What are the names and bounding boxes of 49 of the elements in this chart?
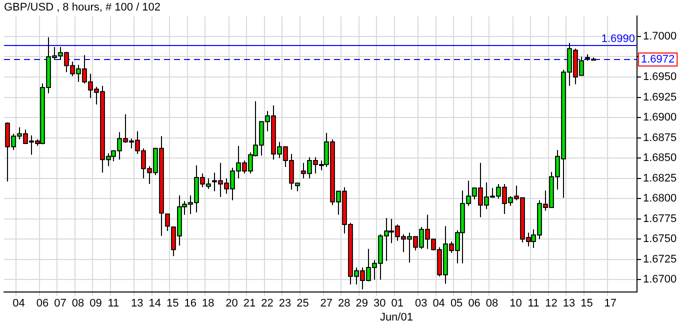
x-tick-label: 16: [184, 297, 196, 310]
text: Jun/01: [380, 312, 413, 324]
y-tick-label: 1.6950: [643, 71, 677, 84]
x-tick-label: 15: [580, 297, 593, 310]
y-tick-label: 1.6750: [643, 233, 677, 246]
x-tick-label: 08: [486, 297, 498, 310]
y-tick-label: 1.6875: [643, 132, 677, 144]
x-tick-label: 04: [432, 297, 445, 310]
y-tick-label: 1.6725: [643, 253, 677, 266]
x-tick-label: 03: [414, 297, 428, 310]
x-tick-label: 06: [468, 297, 480, 310]
x-tick-label: 07: [54, 297, 66, 310]
x-tick-label: 08: [72, 297, 84, 310]
y-tick-label: 1.7000: [643, 30, 677, 42]
ref-line-label: 1.6990: [601, 33, 635, 46]
x-tick-label: 15: [166, 297, 179, 310]
x-tick-label: 13: [562, 297, 576, 310]
ref-line-label: 1.6972: [641, 54, 675, 66]
x-tick-label: 06: [36, 297, 49, 310]
x-tick-label: 23: [278, 297, 292, 310]
x-tick-label: 18: [202, 297, 214, 310]
x-tick-label: 28: [338, 297, 350, 310]
x-tick-label: 21: [243, 297, 256, 310]
y-tick-label: 1.6925: [643, 91, 677, 104]
y-tick-label: 1.6800: [643, 192, 677, 205]
x-tick-label: 01: [391, 297, 404, 310]
y-tick-label: 1.6775: [643, 212, 677, 225]
x-tick-label: 17: [604, 297, 617, 310]
x-tick-label: 10: [510, 297, 522, 310]
x-tick-label: 14: [148, 297, 161, 310]
x-tick-label: 20: [226, 297, 238, 310]
x-tick-label: 25: [296, 297, 309, 310]
x-tick-label: 11: [528, 297, 540, 310]
y-tick-label: 1.6825: [643, 172, 677, 184]
x-tick-label: 27: [320, 297, 333, 310]
x-tick-label: 13: [130, 297, 144, 310]
y-tick-label: 1.6900: [643, 112, 677, 124]
x-tick-label: 04: [12, 297, 25, 310]
x-tick-label: 30: [374, 297, 386, 310]
x-tick-label: 12: [545, 297, 558, 310]
y-tick-label: 1.6700: [643, 274, 677, 286]
x-tick-label: 09: [90, 297, 102, 310]
candlestick: [165, 213, 170, 232]
x-tick-label: 11: [108, 297, 120, 310]
chart-title: GBP/USD , 8 hours, # 100 / 102: [4, 2, 161, 14]
y-tick-label: 1.6850: [643, 152, 677, 164]
x-tick-label: 05: [450, 297, 463, 310]
x-tick-label: 22: [261, 297, 274, 310]
x-tick-label: 29: [356, 297, 368, 310]
